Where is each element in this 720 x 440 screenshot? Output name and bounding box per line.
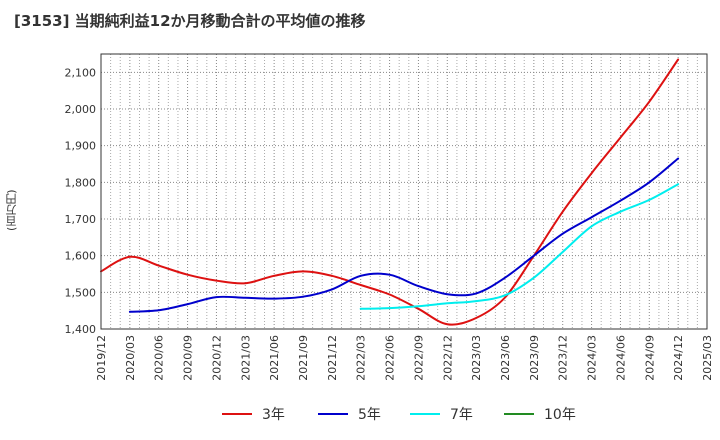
x-tick-label: 2020/06: [153, 335, 166, 381]
x-tick-label: 2020/09: [182, 335, 195, 381]
x-tick-label: 2023/03: [470, 335, 483, 381]
x-tick-label: 2021/12: [326, 335, 339, 381]
y-tick-label: 1,500: [65, 286, 97, 299]
y-tick-label: 1,700: [65, 213, 97, 226]
x-tick-label: 2022/12: [441, 335, 454, 381]
series-lines: [100, 58, 680, 326]
x-tick-label: 2021/09: [297, 335, 310, 381]
grid-lines: [101, 54, 707, 329]
x-tick-label: 2024/03: [586, 335, 599, 381]
x-tick-label: 2024/06: [614, 335, 627, 381]
legend-label: 5年: [358, 407, 381, 423]
y-tick-label: 1,600: [65, 250, 97, 263]
x-tick-label: 2024/09: [643, 335, 656, 381]
x-axis-ticks: 2019/12 2020/03 2020/06 2020/09 2020/12 2021/…: [95, 335, 714, 381]
legend-label: 3年: [262, 407, 285, 423]
x-tick-label: 2021/03: [239, 335, 252, 381]
y-tick-label: 1,800: [65, 176, 97, 189]
plot-frame: [100, 53, 708, 330]
y-axis-ticks: 1,400 1,500 1,600 1,700 1,800 1,900 2,000 2,100: [65, 66, 97, 336]
x-tick-label: 2024/12: [672, 335, 685, 381]
legend-label: 7年: [450, 407, 473, 423]
x-tick-label: 2022/06: [384, 335, 397, 381]
x-tick-label: 2023/09: [528, 335, 541, 381]
x-tick-label: 2022/03: [355, 335, 368, 381]
chart-title: [3153] 当期純利益12か月移動合計の平均値の推移: [14, 12, 366, 30]
x-tick-label: 2019/12: [95, 335, 108, 381]
x-tick-label: 2020/03: [124, 335, 137, 381]
x-tick-label: 2023/12: [557, 335, 570, 381]
legend: 3年 5年 7年 10年: [222, 407, 576, 423]
series-line-1: [100, 58, 680, 326]
y-tick-label: 2,100: [65, 66, 97, 79]
x-tick-label: 2020/12: [210, 335, 223, 381]
x-tick-label: 2023/06: [499, 335, 512, 381]
x-tick-label: 2022/09: [412, 335, 425, 381]
y-tick-label: 2,000: [65, 103, 97, 116]
series-line-3: [359, 183, 680, 310]
x-tick-label: 2025/03: [701, 335, 714, 381]
series-line-2: [128, 157, 680, 313]
y-tick-label: 1,900: [65, 140, 97, 153]
x-tick-label: 2021/06: [268, 335, 281, 381]
y-tick-label: 1,400: [65, 323, 97, 336]
legend-label: 10年: [544, 407, 576, 423]
